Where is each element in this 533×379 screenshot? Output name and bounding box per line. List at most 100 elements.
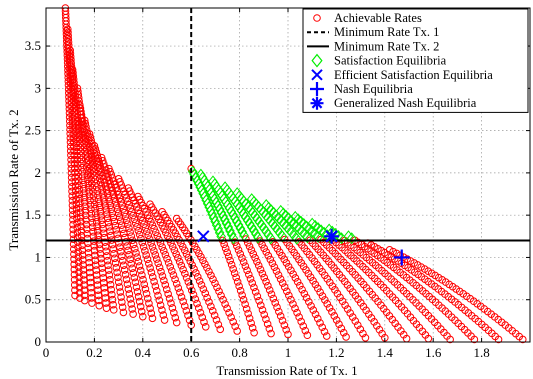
achievable-rate-point <box>112 201 121 210</box>
achievable-rate-point <box>102 304 111 312</box>
achievable-rate-point <box>293 278 302 286</box>
achievable-rate-point <box>143 294 152 303</box>
achievable-rate-point <box>103 214 112 223</box>
achievable-rate-point <box>359 302 368 311</box>
achievable-rate-point <box>130 273 139 282</box>
achievable-rate-point <box>129 310 137 318</box>
achievable-rate-point <box>166 262 175 271</box>
y-axis-label: Transmission Rate of Tx. 2 <box>6 109 21 250</box>
achievable-rate-point <box>122 216 131 225</box>
achievable-rate-point <box>172 318 181 327</box>
achievable-rate-point <box>150 277 158 286</box>
achievable-rate-point <box>348 313 357 321</box>
achievable-rate-point <box>223 248 231 257</box>
achievable-rate-point <box>78 163 86 172</box>
achievable-rate-point <box>264 282 272 290</box>
achievable-rate-point <box>142 227 151 236</box>
achievable-rate-point <box>160 276 168 285</box>
achievable-rate-point <box>262 248 271 256</box>
achievable-rate-point <box>148 243 157 251</box>
achievable-rate-point <box>318 292 327 300</box>
achievable-rate-point <box>320 327 329 336</box>
achievable-rate-point <box>77 155 86 164</box>
achievable-rate-point <box>385 246 394 254</box>
satisfaction-equilibrium-point <box>302 231 313 244</box>
achievable-rate-point <box>89 228 97 236</box>
satisfaction-equilibrium-point <box>310 219 320 232</box>
achievable-rate-point <box>126 228 134 236</box>
achievable-rate-point <box>162 285 171 294</box>
legend-label: Minimum Rate Tx. 2 <box>334 39 439 53</box>
achievable-rate-point <box>92 160 101 168</box>
achievable-rate-point <box>182 273 191 282</box>
legend-label: Efficient Satisfaction Equilibria <box>334 68 493 82</box>
achievable-rate-point <box>199 256 207 265</box>
achievable-rate-point <box>276 312 285 320</box>
achievable-rate-point <box>117 252 126 260</box>
achievable-rate-point <box>141 285 150 293</box>
legend-label: Generalized Nash Equilibria <box>334 96 477 110</box>
achievable-rate-point <box>262 277 270 286</box>
achievable-rate-point <box>219 295 227 304</box>
legend-diamond-marker <box>311 53 323 68</box>
achievable-rate-point <box>121 212 130 221</box>
achievable-rate-point <box>101 238 109 246</box>
achievable-rate-point <box>175 257 184 266</box>
legend-label: Achievable Rates <box>334 11 422 25</box>
achievable-rate-point <box>87 294 96 302</box>
x-tick-label: 0.6 <box>183 345 200 360</box>
achievable-rate-point <box>150 247 158 255</box>
achievable-rate-point <box>298 285 306 294</box>
achievable-rate-point <box>301 326 310 335</box>
achievable-rate-point <box>140 280 149 289</box>
achievable-rate-point <box>113 268 121 277</box>
satisfaction-equilibrium-point <box>233 218 244 231</box>
achievable-rate-point <box>229 317 237 326</box>
achievable-rate-point <box>106 275 114 284</box>
achievable-rate-point <box>289 270 297 278</box>
achievable-rate-point <box>274 271 283 279</box>
achievable-rate-point <box>134 292 143 301</box>
achievable-rate-point <box>134 257 143 266</box>
achievable-rate-point <box>153 232 162 240</box>
achievable-rate-point <box>343 305 352 313</box>
achievable-rate-point <box>147 268 156 277</box>
achievable-rate-point <box>179 297 187 306</box>
achievable-rate-point <box>342 333 350 341</box>
achievable-rate-point <box>307 302 315 310</box>
achievable-rate-point <box>109 300 117 309</box>
achievable-rate-point <box>189 290 198 299</box>
achievable-rate-point <box>179 265 187 274</box>
achievable-rate-point <box>108 295 117 304</box>
achievable-rate-point <box>128 305 136 313</box>
achievable-rate-point <box>88 218 96 227</box>
achievable-rate-point <box>243 266 251 275</box>
achievable-rate-point <box>80 286 89 295</box>
achievable-rate-point <box>116 243 124 251</box>
achievable-rate-point <box>275 307 283 316</box>
achievable-rate-point <box>94 286 102 294</box>
achievable-rate-point <box>101 202 110 210</box>
satisfaction-equilibrium-point <box>214 203 225 216</box>
achievable-rate-point <box>316 319 324 327</box>
achievable-rate-point <box>235 282 243 291</box>
achievable-rate-point <box>105 271 114 279</box>
achievable-rate-point <box>336 293 344 302</box>
achievable-rate-point <box>494 335 503 344</box>
achievable-rate-point <box>297 317 305 326</box>
achievable-rate-point <box>231 322 239 331</box>
satisfaction-equilibrium-point <box>218 210 228 223</box>
achievable-rate-point <box>170 308 178 317</box>
achievable-rate-point <box>284 262 293 271</box>
achievable-rate-point <box>299 322 308 330</box>
satisfaction-equilibrium-point <box>316 224 326 237</box>
achievable-rate-point <box>197 252 205 261</box>
achievable-rate-point <box>245 314 254 323</box>
achievable-rate-point <box>291 274 300 282</box>
achievable-rate-point <box>135 297 144 306</box>
achievable-rate-point <box>104 266 113 274</box>
achievable-rate-point <box>174 284 183 292</box>
achievable-rate-point <box>87 283 95 292</box>
achievable-rate-point <box>211 279 219 288</box>
achievable-rate-point <box>351 317 360 325</box>
